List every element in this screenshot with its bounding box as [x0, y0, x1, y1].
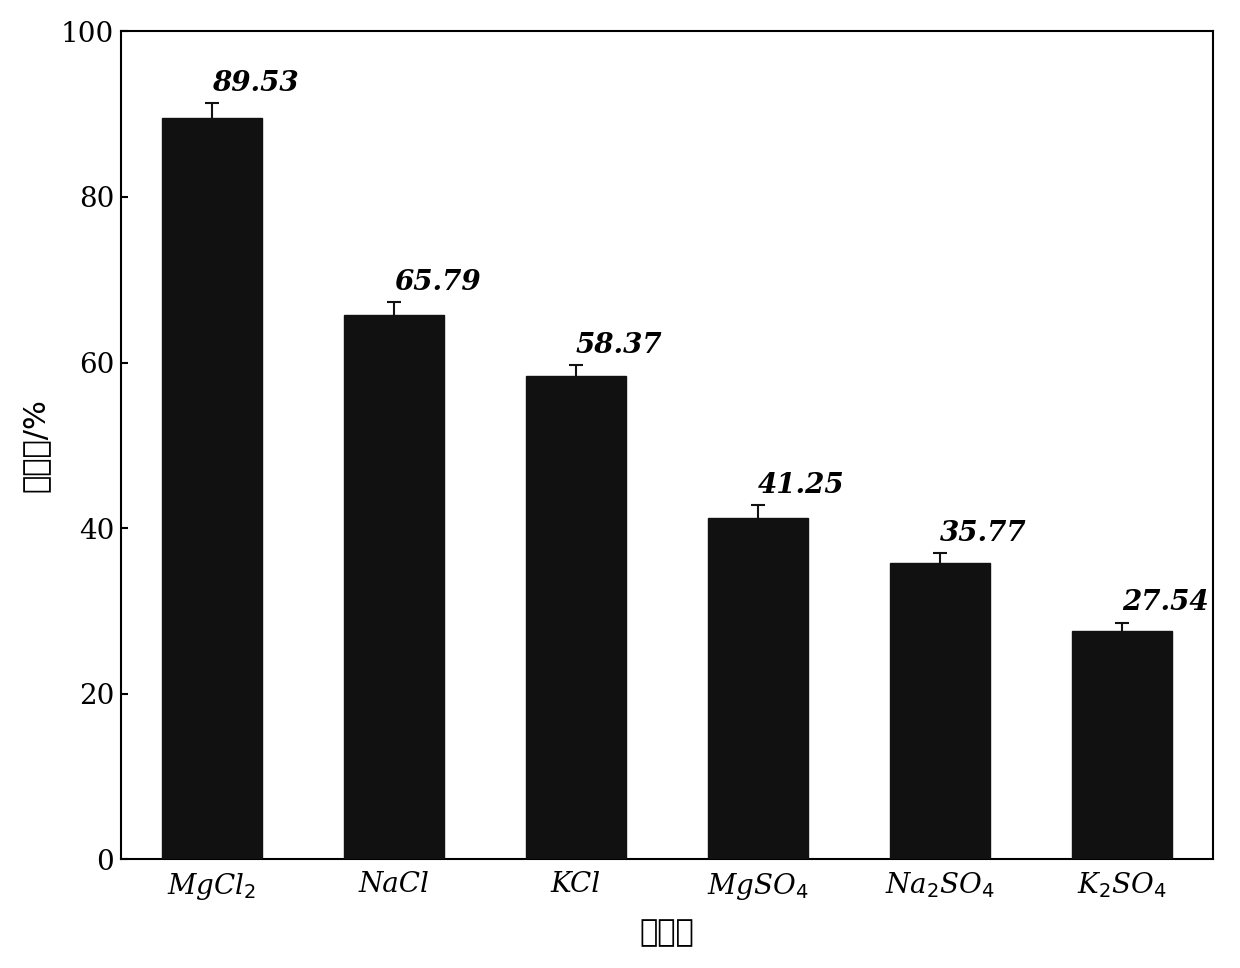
Text: 27.54: 27.54: [1122, 590, 1208, 617]
Bar: [890, 563, 990, 860]
Y-axis label: 截留率/%: 截留率/%: [21, 399, 50, 493]
Bar: [708, 518, 808, 860]
Bar: [343, 315, 444, 860]
Text: 65.79: 65.79: [394, 268, 481, 295]
Bar: [162, 118, 262, 860]
Text: 89.53: 89.53: [212, 70, 299, 97]
Text: 58.37: 58.37: [575, 332, 662, 359]
Text: 41.25: 41.25: [758, 471, 844, 499]
Bar: [1071, 631, 1172, 860]
Bar: [526, 376, 626, 860]
Text: 35.77: 35.77: [940, 520, 1027, 547]
X-axis label: 无机盐: 无机盐: [640, 919, 694, 947]
